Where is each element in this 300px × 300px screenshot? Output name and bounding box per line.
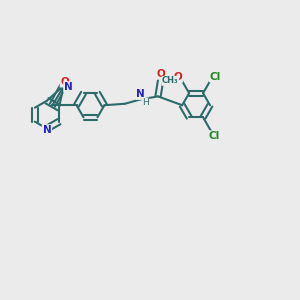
Text: Cl: Cl <box>210 72 221 82</box>
Text: N: N <box>64 82 73 92</box>
Text: N: N <box>136 89 145 99</box>
Text: O: O <box>61 76 69 87</box>
Text: N: N <box>43 125 51 135</box>
Text: Cl: Cl <box>208 131 220 141</box>
Text: O: O <box>173 72 182 82</box>
Text: O: O <box>157 69 165 79</box>
Text: H: H <box>142 98 149 107</box>
Text: CH₃: CH₃ <box>162 76 179 85</box>
